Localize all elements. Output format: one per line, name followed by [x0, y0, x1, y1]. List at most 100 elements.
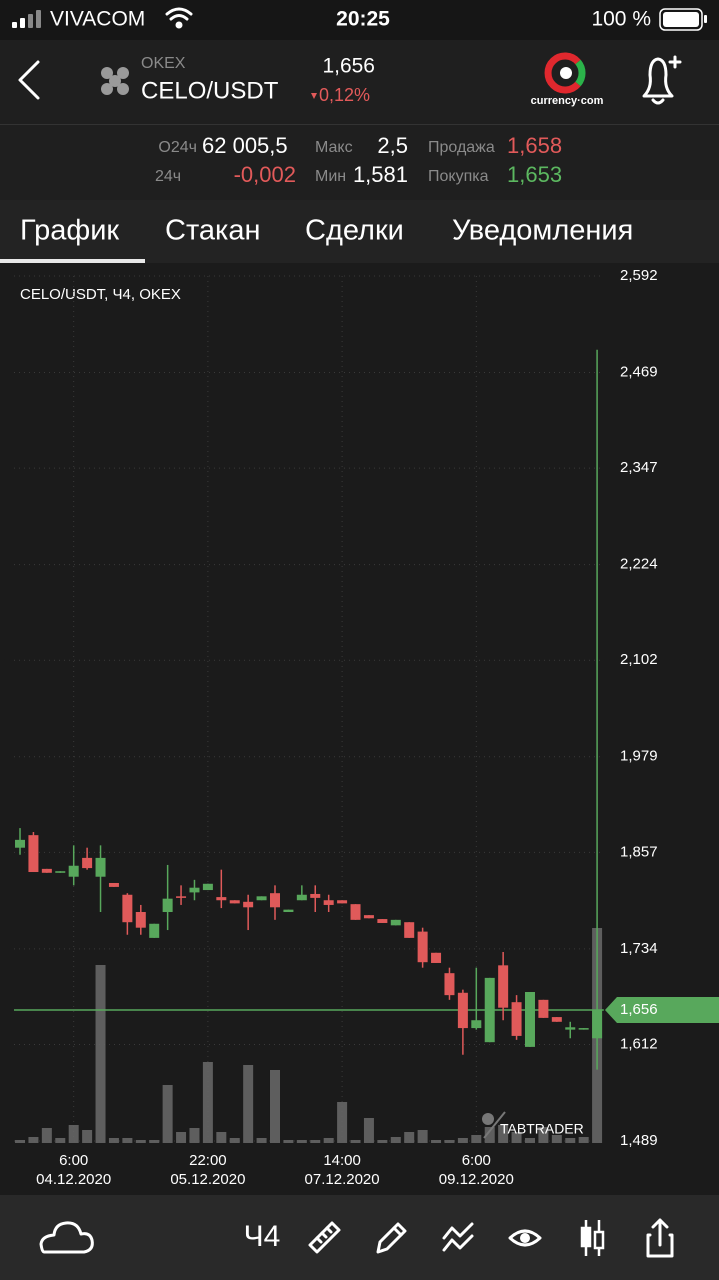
- volume-bar: [122, 1138, 133, 1143]
- stat-value: 2,5: [377, 133, 408, 158]
- volume-bar: [524, 1138, 535, 1143]
- last-price-label: 1,656: [620, 1001, 658, 1018]
- back-button[interactable]: [18, 60, 40, 100]
- candle-body: [189, 887, 200, 893]
- candle-body: [149, 923, 160, 938]
- interval-button[interactable]: Ч4: [244, 1220, 281, 1253]
- volume-bar: [176, 1132, 187, 1143]
- volume-bar: [108, 1138, 119, 1143]
- volume-bar: [551, 1135, 562, 1143]
- candle-body: [216, 897, 227, 901]
- candle-body: [162, 898, 173, 913]
- volume-bar: [82, 1130, 93, 1143]
- pair-name: CELO/USDT: [141, 77, 279, 104]
- candle-body: [135, 912, 146, 928]
- volume-bar: [511, 1132, 522, 1143]
- volume-bar: [350, 1140, 361, 1143]
- candle-body: [578, 1028, 589, 1030]
- watermark: TABTRADER: [500, 1121, 584, 1137]
- stat-label: 24ч: [155, 168, 181, 185]
- x-tick-label: 6:00: [462, 1152, 491, 1169]
- stat-label: Макс: [315, 139, 353, 156]
- volume-bar: [363, 1118, 374, 1143]
- volume-bar: [55, 1138, 66, 1143]
- exchange-name: OKEX: [141, 55, 186, 72]
- candle-body: [55, 871, 66, 873]
- y-tick-label: 2,102: [620, 651, 658, 668]
- tab[interactable]: Стакан: [165, 215, 261, 247]
- battery-text: 100 %: [591, 8, 651, 31]
- candle-body: [176, 896, 187, 898]
- candle-body: [444, 973, 455, 996]
- tab-bar: [0, 200, 719, 263]
- stat-label: Продажа: [428, 139, 495, 156]
- tabs: График Стакан Сделки Уведомления: [0, 215, 633, 263]
- volume-bar: [162, 1085, 173, 1143]
- volume-bar: [484, 1127, 495, 1143]
- volume-bar: [377, 1140, 388, 1143]
- share-button[interactable]: [646, 1218, 674, 1258]
- candle-body: [471, 1020, 482, 1029]
- stat-value: 62 005,5: [202, 133, 288, 158]
- y-tick-label: 1,612: [620, 1036, 658, 1053]
- y-tick-label: 1,489: [620, 1132, 658, 1149]
- candle-body: [337, 900, 348, 904]
- x-tick-date: 07.12.2020: [305, 1171, 380, 1188]
- tab-underline: [0, 259, 145, 263]
- candle-body: [68, 865, 79, 877]
- eye-button[interactable]: [508, 1229, 542, 1247]
- status-bar: [0, 0, 719, 40]
- candle-body: [243, 901, 254, 908]
- candle-body: [377, 919, 388, 923]
- tab[interactable]: Уведомления: [452, 215, 633, 247]
- x-tick-label: 22:00: [189, 1152, 227, 1169]
- volume-bar: [229, 1138, 240, 1143]
- stat-value: 1,653: [507, 162, 562, 187]
- currency-logo-text: currency·com: [531, 95, 604, 107]
- candle-body: [363, 915, 374, 919]
- chart-type-button[interactable]: [580, 1220, 605, 1256]
- stat-label: O24ч: [158, 139, 197, 156]
- chart-title: CELO/USDT, Ч4, OKEX: [20, 286, 181, 303]
- volume-bar: [538, 1127, 549, 1143]
- clock: 20:25: [336, 8, 390, 31]
- x-tick-date: 04.12.2020: [36, 1171, 111, 1188]
- candle-body: [350, 904, 361, 920]
- x-tick-label: 6:00: [59, 1152, 88, 1169]
- tab[interactable]: Сделки: [305, 215, 404, 247]
- volume-bar: [444, 1140, 455, 1143]
- volume-bar: [95, 965, 106, 1143]
- candle-body: [484, 977, 495, 1043]
- candle-body: [296, 894, 307, 901]
- indicators-button[interactable]: [442, 1222, 474, 1252]
- ruler-button[interactable]: [308, 1221, 341, 1254]
- candle-body: [229, 900, 240, 904]
- volume-bar: [390, 1137, 401, 1143]
- volume-bar: [256, 1138, 267, 1143]
- currency-logo[interactable]: [544, 52, 586, 94]
- volume-bar: [41, 1128, 52, 1143]
- divider: [0, 124, 719, 125]
- cloud-button[interactable]: [39, 1221, 94, 1254]
- stat-label: Покупка: [428, 168, 489, 185]
- volume-bar: [189, 1128, 200, 1143]
- alert-button[interactable]: [642, 55, 682, 105]
- candle-body: [498, 965, 509, 1008]
- volume-bar: [135, 1140, 146, 1143]
- battery-icon: [659, 8, 707, 31]
- tab[interactable]: График: [20, 215, 119, 247]
- chart: CELO/USDT, Ч4, OKEX 2,592 2,469 2,347 2,224 2…: [14, 267, 719, 1188]
- y-tick-label: 2,224: [620, 556, 658, 573]
- volume-bar: [337, 1102, 348, 1143]
- x-tick-label: 14:00: [323, 1152, 361, 1169]
- candle-body: [457, 992, 468, 1029]
- chart-area: [0, 263, 719, 1195]
- pencil-button[interactable]: [376, 1222, 407, 1254]
- candle-body: [269, 893, 280, 908]
- candle-body: [122, 894, 133, 923]
- candle-body: [431, 952, 442, 963]
- carrier: VIVACOM: [50, 8, 145, 31]
- stat-value: 1,581: [353, 162, 408, 187]
- volume-bar: [417, 1130, 428, 1143]
